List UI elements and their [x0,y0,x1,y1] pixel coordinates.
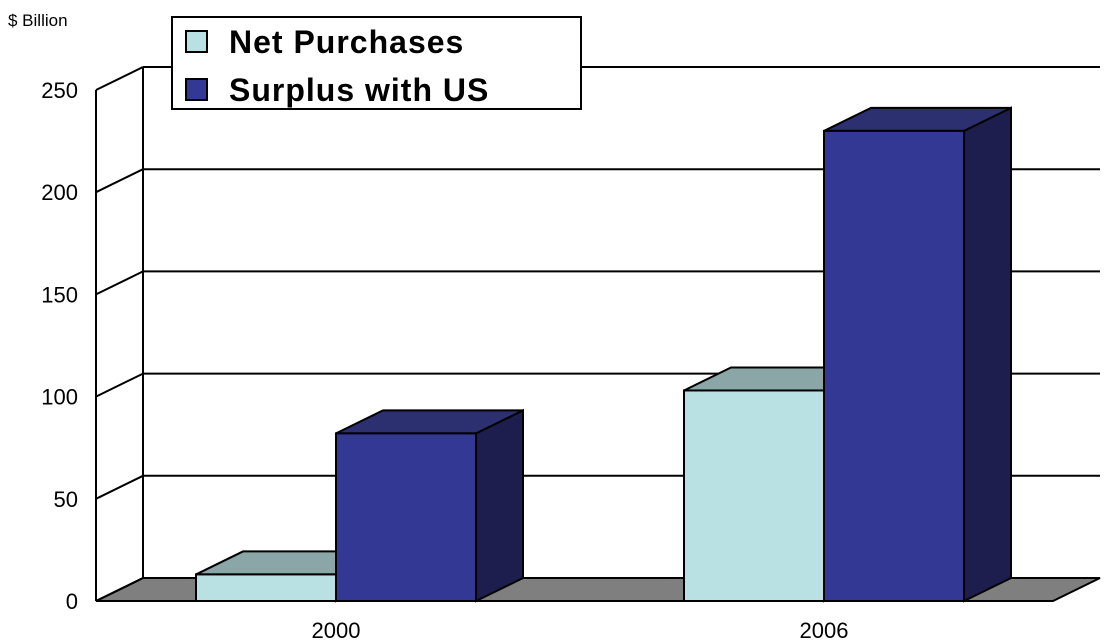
y-tick-label: 100 [41,385,78,410]
legend-swatch-surplus-with-us [185,78,208,101]
legend-box [171,16,582,110]
y-tick-diagonal [95,66,144,91]
legend-label-net-purchases: Net Purchases [229,24,464,60]
legend-label-surplus-with-us: Surplus with US [229,72,489,108]
y-tick-label: 0 [66,589,78,614]
y-tick-label: 250 [41,78,78,103]
y-axis-unit-label: $ Billion [8,11,68,30]
bar-front [683,389,825,602]
y-tick-label: 50 [54,487,78,512]
bar-front [335,432,477,602]
legend: Net Purchases Surplus with US [171,16,582,110]
bar-surplus-with-us-2006 [823,106,1012,603]
y-tick-diagonal [95,270,144,296]
x-tick-label: 2006 [800,618,849,643]
y-tick-label: 200 [41,180,78,205]
bar-surplus-with-us-2000 [335,408,524,603]
bar-front [195,573,337,602]
y-axis: 0 50 100 150 200 250 [41,66,144,614]
bar-side [963,106,1012,603]
x-tick-label: 2000 [312,618,361,643]
legend-swatch-net-purchases [185,30,208,53]
y-tick-diagonal [95,168,144,194]
y-tick-diagonal [95,474,144,500]
bar-front [823,129,965,602]
bar-side [475,408,524,603]
y-tick-label: 150 [41,282,78,307]
bars [195,106,1012,603]
x-axis-labels: 2000 2006 [312,618,849,643]
y-tick-diagonal [95,577,144,602]
y-tick-diagonal [95,372,144,398]
